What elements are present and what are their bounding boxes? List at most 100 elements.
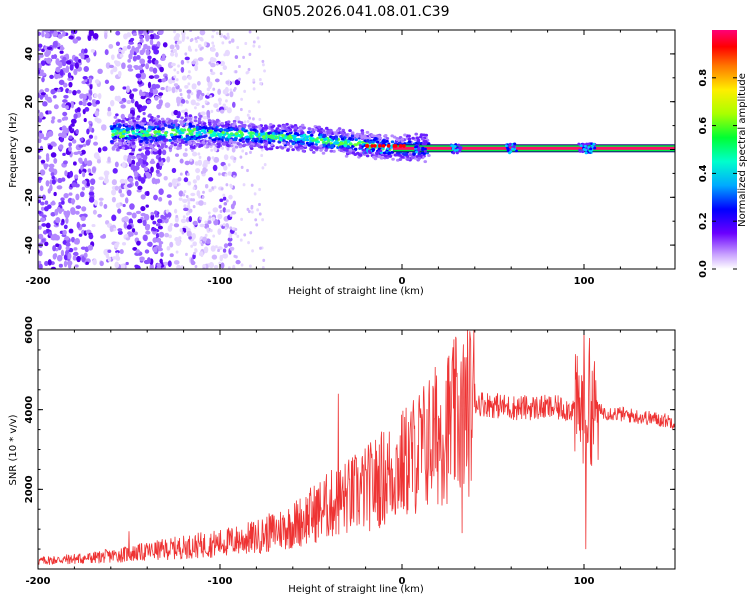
spectrogram-cell — [458, 150, 461, 153]
spectrogram-cell — [223, 104, 226, 108]
snr-ylabel: SNR (10 * v/v) — [8, 414, 19, 485]
spectrogram-cell — [182, 39, 185, 42]
spectrogram-cell — [184, 118, 188, 121]
spectrogram-cell — [60, 222, 63, 225]
spectrogram-cell — [64, 236, 69, 240]
spectrogram-cell — [181, 140, 185, 143]
spectrogram-cell — [215, 79, 220, 83]
spectrogram-cell — [311, 131, 315, 134]
spectrogram-cell — [378, 144, 382, 148]
spectrogram-cell — [140, 107, 144, 111]
spectrogram-cell — [82, 180, 87, 185]
spectrogram-cell — [242, 56, 245, 59]
spectrogram-cell — [295, 144, 299, 147]
spectrogram-cell — [81, 216, 86, 221]
spectrogram-cell — [82, 171, 85, 177]
spectrogram-cell — [219, 199, 223, 203]
spectrogram-cell — [52, 179, 56, 185]
spectrogram-cell — [234, 228, 237, 231]
spectrogram-cell — [84, 55, 89, 58]
figure-title: GN05.2026.041.08.01.C39 — [263, 4, 450, 20]
spectrogram-cell — [170, 145, 174, 148]
spectrogram-cell — [76, 256, 81, 262]
spectrogram-cell — [213, 165, 218, 171]
spectrogram-cell — [152, 228, 156, 232]
spectrogram-cell — [331, 136, 335, 139]
spectrogram-cell — [154, 35, 160, 39]
spectrogram-cell — [93, 142, 98, 146]
spectrogram-cell — [184, 52, 187, 55]
spectrogram-cell — [49, 167, 55, 172]
spectrogram-cell — [111, 189, 116, 195]
spectrogram-cell — [143, 235, 148, 241]
spectrogram-cell — [60, 45, 63, 51]
spectrogram-cell — [71, 198, 75, 204]
spectrogram-cell — [38, 226, 42, 230]
spectrogram-cell — [132, 142, 136, 145]
spectrogram-cell — [67, 260, 73, 266]
x-tick-label: 100 — [574, 576, 595, 587]
spectrogram-cell — [39, 112, 43, 119]
spectrogram-cell — [152, 46, 157, 51]
spectrogram-cell — [72, 139, 77, 143]
spectrogram-cell — [278, 124, 282, 127]
spectrogram-cell — [174, 223, 179, 227]
spectrogram-cell — [255, 137, 259, 140]
spectrogram-cell — [287, 137, 291, 140]
spectrogram-cell — [61, 177, 65, 181]
spectrogram-cell — [132, 88, 138, 92]
spectrogram-cell — [125, 262, 128, 265]
spectrogram-cell — [314, 128, 318, 131]
spectrogram-cell — [182, 231, 185, 234]
spectrogram-cell — [232, 81, 235, 84]
spectrogram-cell — [104, 204, 108, 209]
spectrogram-cell — [110, 101, 114, 105]
spectrogram-cell — [190, 193, 195, 196]
spectrogram-cell — [212, 234, 215, 237]
spectrogram-cell — [172, 168, 177, 173]
spectrogram-cell — [86, 129, 89, 135]
spectrogram-cell — [200, 38, 203, 41]
spectrogram-cell — [424, 148, 427, 151]
spectrogram-cell — [159, 67, 164, 73]
spectrogram-cell — [47, 131, 53, 137]
spectrogram-cell — [154, 75, 160, 79]
spectrogram-cell — [241, 149, 244, 152]
spectrogram-cell — [128, 41, 134, 44]
spectrogram-cell — [126, 32, 131, 37]
spectrogram-cell — [153, 68, 157, 74]
spectrogram-cell — [225, 209, 228, 212]
spectrogram-cell — [193, 205, 196, 208]
spectrogram-cell — [457, 144, 460, 147]
spectrogram-cell — [81, 206, 86, 211]
spectrogram-cell — [584, 145, 587, 148]
spectrogram-cell — [194, 116, 198, 119]
spectrogram-cell — [145, 63, 149, 69]
spectrogram-cell — [181, 99, 185, 104]
spectrogram-cell — [246, 169, 249, 172]
spectrogram-cell — [297, 138, 301, 141]
spectrogram-cell — [246, 135, 250, 138]
spectrogram-cell — [225, 99, 228, 102]
spectrogram-cell — [160, 215, 164, 219]
spectrogram-cell — [111, 133, 115, 136]
spectrogram-cell — [92, 259, 97, 266]
spectrogram-cell — [401, 138, 405, 141]
spectrogram-cell — [212, 88, 215, 91]
spectrogram-cell — [252, 117, 255, 120]
spectrogram-cell — [139, 35, 143, 39]
spectrogram-cell — [174, 183, 177, 186]
spectrogram-cell — [140, 213, 146, 217]
spectrogram-cell — [223, 207, 226, 213]
spectrogram-cell — [134, 165, 140, 170]
spectrogram-cell — [256, 208, 259, 211]
spectrogram-cell — [421, 148, 424, 151]
spectrogram-cell — [181, 67, 185, 73]
spectrogram-cell — [292, 142, 296, 145]
spectrogram-cell — [206, 228, 209, 231]
spectrogram-cell — [104, 178, 109, 184]
spectrogram-cell — [136, 249, 140, 253]
spectrogram-cell — [110, 140, 114, 143]
y-tick-label: -20 — [24, 188, 35, 206]
spectrogram-cell — [105, 80, 109, 84]
